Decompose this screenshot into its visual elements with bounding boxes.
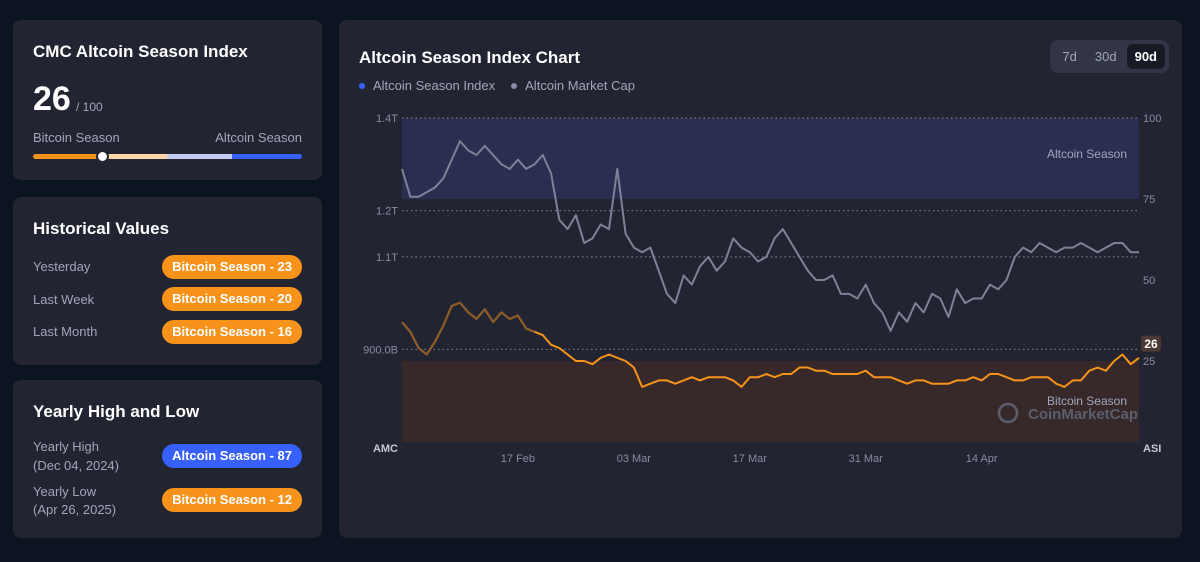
series-line-altcoin-market-cap (401, 140, 1139, 332)
x-tick-label: 03 Mar (617, 453, 652, 465)
legend-marketcap-label: Altcoin Market Cap (525, 78, 635, 93)
chart-legend: Altcoin Season Index Altcoin Market Cap (359, 78, 635, 93)
series-line-index-history (401, 301, 535, 356)
current-value-tag (1141, 335, 1161, 352)
legend-item-marketcap[interactable]: Altcoin Market Cap (511, 78, 635, 93)
tab-7d[interactable]: 7d (1062, 49, 1077, 64)
chart-card: Altcoin Season Index Chart 7d 30d 90d Al… (339, 20, 1182, 538)
watermark-text: CoinMarketCap (1028, 406, 1138, 423)
coinmarketcap-logo-icon (997, 402, 1019, 424)
yearly-low-label: Yearly Low (33, 484, 97, 499)
legend-index-label: Altcoin Season Index (373, 78, 496, 93)
altcoin-season-band-label: Altcoin Season (1047, 147, 1127, 161)
current-value-label: 26 (1144, 337, 1158, 351)
bitcoin-season-label: Bitcoin Season (33, 130, 120, 145)
x-tick-label: 14 Apr (966, 453, 998, 465)
right-tick-label: 100 (1143, 113, 1161, 125)
legend-dot-icon (511, 82, 518, 89)
yearly-high-label: Yearly High (33, 439, 100, 454)
yesterday-badge: Bitcoin Season - 23 (162, 255, 302, 279)
tab-90d[interactable]: 90d (1126, 44, 1165, 69)
bitcoin-season-band-label: Bitcoin Season (1047, 394, 1127, 408)
right-tick-label: 25 (1143, 356, 1155, 368)
left-tick-label: 1.1T (376, 252, 398, 264)
range-tabs: 7d 30d 90d (1050, 40, 1169, 73)
altcoin-season-label: Altcoin Season (215, 130, 302, 145)
index-max: / 100 (76, 100, 103, 114)
tab-30d[interactable]: 30d (1094, 49, 1117, 64)
last-month-badge: Bitcoin Season - 16 (162, 320, 302, 344)
x-tick-label: 31 Mar (849, 453, 884, 465)
right-axis-label: ASI (1143, 443, 1161, 455)
right-tick-label: 50 (1143, 275, 1155, 287)
yesterday-label: Yesterday (33, 259, 91, 274)
right-tick-label: 75 (1143, 194, 1155, 206)
index-card: CMC Altcoin Season Index 26 / 100 Bitcoi… (13, 20, 322, 180)
legend-item-index[interactable]: Altcoin Season Index (359, 78, 495, 93)
left-tick-label: 1.4T (376, 113, 398, 125)
bitcoin-season-band (402, 361, 1139, 442)
last-week-label: Last Week (33, 292, 95, 307)
yearly-high-low-card: Yearly High and Low Yearly High (Dec 04,… (13, 380, 322, 538)
index-card-title: CMC Altcoin Season Index (33, 42, 248, 61)
last-month-label: Last Month (33, 324, 98, 339)
left-axis-label: AMC (373, 443, 398, 455)
historical-title: Historical Values (33, 219, 170, 238)
slider-knob (96, 150, 110, 163)
historical-values-card: Historical Values Yesterday Bitcoin Seas… (13, 197, 322, 365)
x-tick-label: 17 Feb (501, 453, 535, 465)
yearly-high-badge: Altcoin Season - 87 (162, 444, 302, 468)
yearly-title: Yearly High and Low (33, 402, 200, 421)
season-slider (33, 150, 302, 163)
chart-title: Altcoin Season Index Chart (359, 48, 581, 67)
altcoin-season-chart: Altcoin Season Bitcoin Season 1.4T 1.2T 1.1T… (363, 113, 1161, 465)
left-tick-label: 900.0B (363, 344, 398, 356)
coinmarketcap-watermark: CoinMarketCap (997, 402, 1138, 424)
legend-dot-icon (359, 82, 365, 89)
yearly-high-date: (Dec 04, 2024) (33, 458, 119, 473)
last-week-badge: Bitcoin Season - 20 (162, 287, 302, 311)
left-tick-label: 1.2T (376, 206, 398, 218)
yearly-low-badge: Bitcoin Season - 12 (162, 488, 302, 512)
index-value: 26 (33, 80, 71, 118)
x-tick-label: 17 Mar (733, 453, 768, 465)
yearly-low-date: (Apr 26, 2025) (33, 502, 117, 517)
altcoin-season-band (402, 118, 1139, 199)
